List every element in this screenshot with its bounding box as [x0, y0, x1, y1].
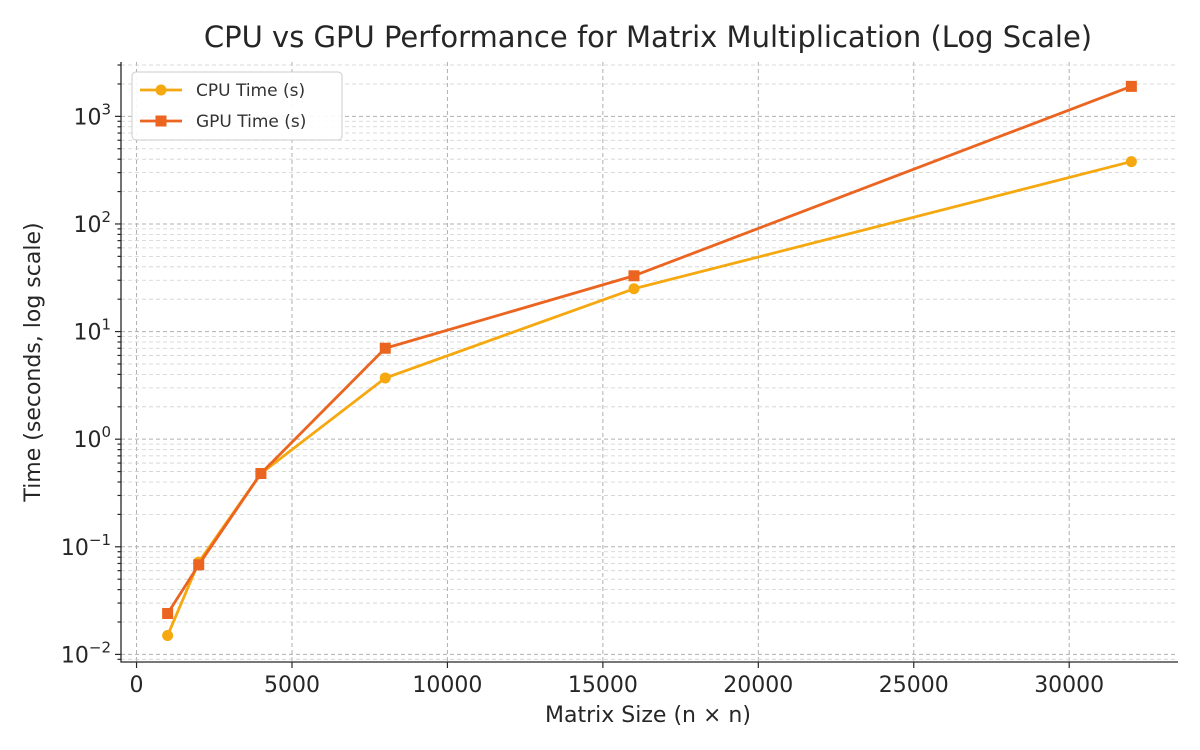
data-point-1 — [1125, 80, 1137, 92]
y-tick-label: 101 — [73, 316, 111, 346]
y-tick-label: 10−2 — [61, 638, 111, 668]
legend-marker — [155, 115, 167, 127]
legend-box — [131, 71, 343, 141]
legend: CPU Time (s) GPU Time (s) — [131, 71, 343, 141]
legend-marker — [155, 84, 167, 96]
x-tick-label: 20000 — [723, 673, 793, 698]
x-tick-label: 30000 — [1034, 673, 1104, 698]
series-line-1 — [166, 85, 1132, 615]
legend-label: CPU Time (s) — [196, 81, 305, 101]
legend-label: GPU Time (s) — [196, 112, 306, 132]
y-tick-label: 103 — [73, 100, 111, 130]
data-point-0 — [628, 283, 640, 295]
data-point-1 — [379, 342, 391, 354]
y-tick-label: 102 — [73, 208, 111, 238]
data-point-0 — [379, 372, 391, 384]
x-tick-label: 15000 — [568, 673, 638, 698]
x-tick-label: 25000 — [879, 673, 949, 698]
y-tick-label: 10−1 — [61, 531, 111, 561]
y-axis-label: Time (seconds, log scale) — [21, 222, 46, 502]
x-tick-label: 0 — [130, 673, 144, 698]
series-line-0 — [166, 160, 1132, 637]
grid — [121, 62, 1178, 662]
data-point-1 — [255, 467, 267, 479]
y-tick-label: 100 — [73, 423, 111, 453]
x-tick-label: 5000 — [264, 673, 320, 698]
data-point-1 — [162, 607, 174, 619]
data-point-0 — [1125, 156, 1137, 168]
data-point-1 — [193, 559, 205, 571]
data-point-1 — [628, 270, 640, 282]
x-tick-label: 10000 — [412, 673, 482, 698]
axis-spines — [120, 62, 1178, 663]
series-layer — [162, 80, 1137, 641]
axes: 0 5000 10000 15000 20000 25000 30000 10−2 10−1 10… — [61, 62, 1178, 698]
x-axis-label: Matrix Size (n × n) — [545, 703, 751, 728]
chart-title: CPU vs GPU Performance for Matrix Multip… — [204, 20, 1092, 54]
data-point-0 — [162, 629, 174, 641]
